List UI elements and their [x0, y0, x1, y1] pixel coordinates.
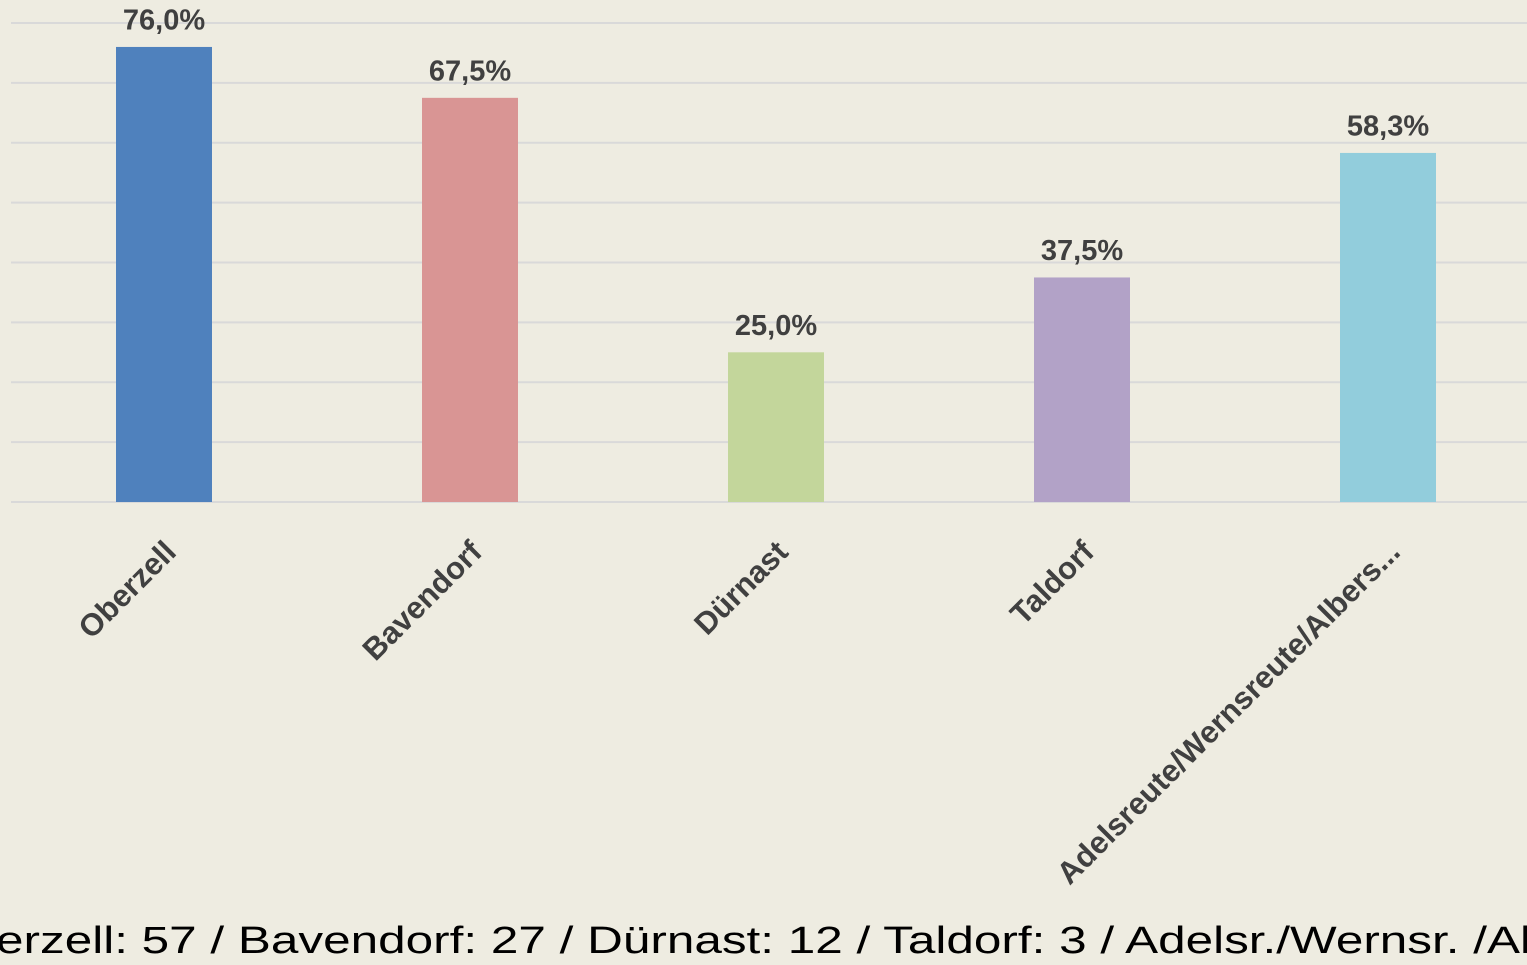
x-tick-label: Taldorf [1003, 534, 1101, 632]
data-label: 67,5% [429, 56, 511, 88]
bar [422, 97, 518, 502]
x-tick-label: Adelsreute/Wernsreute/Albers... [1050, 534, 1407, 891]
bar [116, 46, 212, 502]
bar [1034, 277, 1130, 502]
bar [1340, 152, 1436, 502]
footnote: erzell: 57 / Bavendorf: 27 / Dürnast: 12… [0, 920, 1527, 962]
bar [728, 352, 824, 502]
x-tick-label: Bavendorf [356, 534, 490, 668]
data-label: 76,0% [123, 5, 205, 37]
data-label: 25,0% [735, 310, 817, 342]
data-label: 58,3% [1347, 111, 1429, 143]
x-tick-label: Oberzell [71, 534, 182, 645]
data-label: 37,5% [1041, 235, 1123, 267]
x-tick-label: Dürnast [687, 534, 795, 642]
